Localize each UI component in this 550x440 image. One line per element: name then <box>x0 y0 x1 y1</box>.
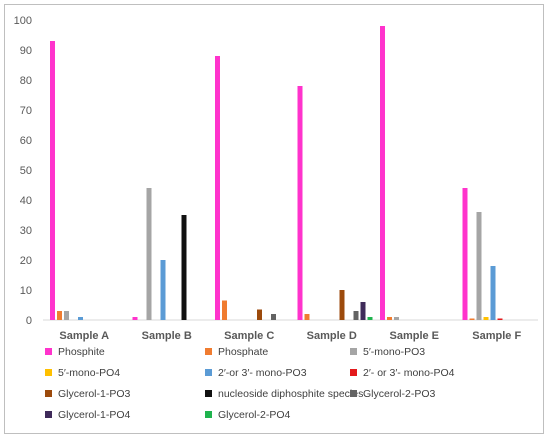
x-tick-label: Sample F <box>472 330 521 342</box>
legend-label: 2′- or 3′- mono-PO4 <box>363 367 455 379</box>
y-tick-label: 80 <box>20 75 32 87</box>
bar <box>78 317 83 320</box>
legend-label: 2′-or 3′- mono-PO3 <box>218 367 307 379</box>
bar <box>64 311 69 320</box>
bar <box>339 290 345 320</box>
legend-label: 5′-mono-PO4 <box>58 367 120 379</box>
y-tick-label: 60 <box>20 135 32 147</box>
bar <box>57 311 62 320</box>
legend-label: Phosphite <box>58 346 105 358</box>
bar <box>160 260 166 320</box>
bar-chart: 0 10 20 30 40 50 60 70 80 90 100 Sample A Sample B Sa… <box>14 15 538 421</box>
x-tick-label: Sample C <box>224 330 274 342</box>
legend-label: nucleoside diphosphite species <box>218 388 363 400</box>
legend-swatch <box>45 369 52 376</box>
legend-swatch <box>205 390 212 397</box>
y-tick-label: 0 <box>26 315 32 327</box>
x-tick-label: Sample B <box>142 330 192 342</box>
bar <box>380 26 385 320</box>
bar <box>222 300 227 320</box>
y-tick-label: 40 <box>20 195 32 207</box>
y-tick-label: 30 <box>20 225 32 237</box>
legend-swatch <box>45 348 52 355</box>
bar <box>181 215 187 320</box>
bar <box>462 188 468 320</box>
x-tick-label: Sample A <box>59 330 109 342</box>
bar <box>271 314 276 320</box>
legend-swatch <box>205 348 212 355</box>
bar <box>483 317 489 320</box>
bar <box>476 212 482 320</box>
bar <box>387 317 392 320</box>
y-tick-label: 100 <box>14 15 32 27</box>
bar <box>50 41 55 320</box>
y-tick-label: 70 <box>20 105 32 117</box>
legend-swatch <box>45 390 52 397</box>
bar <box>490 266 496 320</box>
x-tick-label: Sample E <box>389 330 439 342</box>
bar <box>297 86 303 320</box>
legend-label: Glycerol-1-PO4 <box>58 409 131 421</box>
x-tick-label: Sample D <box>307 330 357 342</box>
bar <box>469 318 475 320</box>
bar <box>497 318 503 320</box>
legend-label: Glycerol-2-PO3 <box>363 388 436 400</box>
legend-label: Phosphate <box>218 346 268 358</box>
y-tick-label: 10 <box>20 285 32 297</box>
bar <box>257 309 262 320</box>
bar <box>360 302 366 320</box>
legend-swatch <box>205 411 212 418</box>
legend-label: Glycerol-2-PO4 <box>218 409 291 421</box>
y-tick-label: 50 <box>20 165 32 177</box>
bar <box>215 56 220 320</box>
legend-swatch <box>205 369 212 376</box>
y-tick-label: 90 <box>20 45 32 57</box>
legend-label: 5′-mono-PO3 <box>363 346 425 358</box>
bar <box>367 317 373 320</box>
bar <box>394 317 399 320</box>
chart-frame: 0 10 20 30 40 50 60 70 80 90 100 Sample A Sample B Sa… <box>4 4 544 434</box>
legend-swatch <box>350 348 357 355</box>
legend-swatch <box>350 390 357 397</box>
bar <box>146 188 152 320</box>
legend-label: Glycerol-1-PO3 <box>58 388 131 400</box>
y-tick-label: 20 <box>20 255 32 267</box>
legend-swatch <box>350 369 357 376</box>
bar <box>132 317 138 320</box>
legend-swatch <box>45 411 52 418</box>
bar <box>304 314 310 320</box>
bar <box>353 311 359 320</box>
